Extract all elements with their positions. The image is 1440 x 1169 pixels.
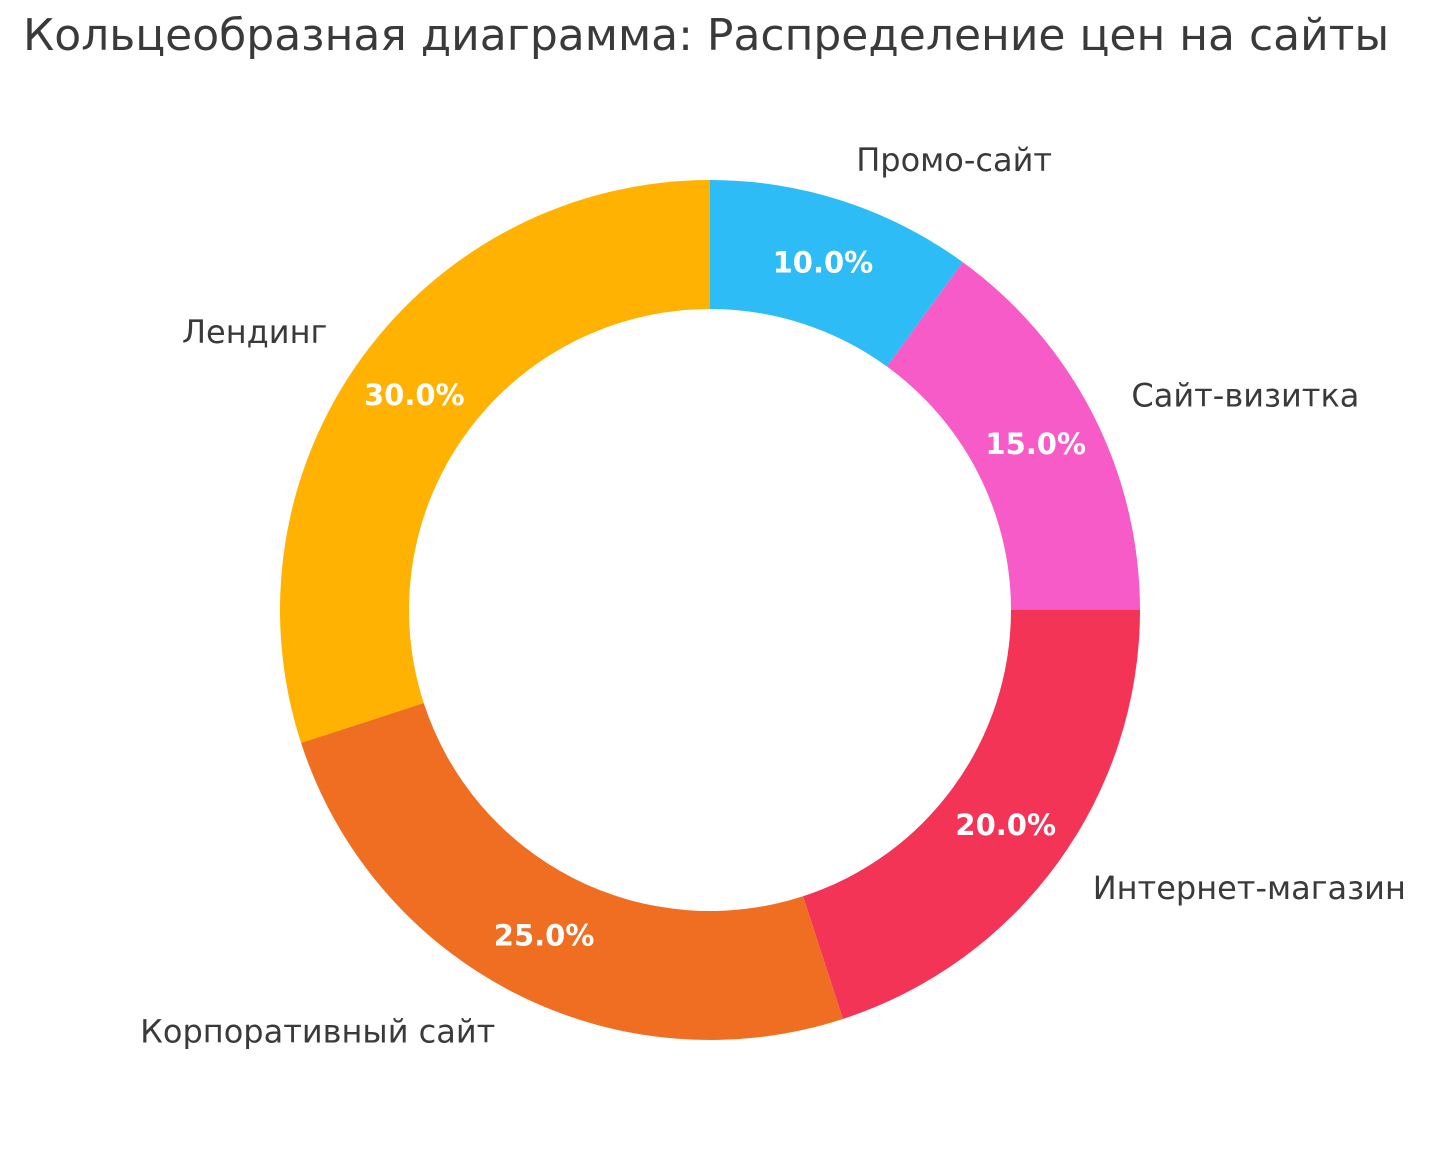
donut-slice-2 [886, 262, 1140, 610]
percent-label-5: 30.0% [364, 378, 465, 412]
donut-slice-4 [301, 703, 843, 1040]
donut-slice-3 [803, 610, 1140, 1019]
category-label-2: Сайт-визитка [1131, 376, 1359, 414]
percent-label-3: 20.0% [955, 808, 1056, 842]
category-label-3: Интернет-магазин [1093, 869, 1406, 907]
percent-label-2: 15.0% [985, 427, 1086, 461]
category-label-4: Корпоративный сайт [140, 1012, 495, 1050]
category-label-5: Лендинг [182, 313, 327, 351]
chart-title: Кольцеобразная диаграмма: Распределение … [23, 10, 1390, 61]
percent-label-4: 25.0% [494, 919, 595, 953]
percent-label-1: 10.0% [773, 245, 874, 279]
category-label-1: Промо-сайт [856, 141, 1052, 179]
donut-slice-5 [280, 180, 710, 743]
donut-slice-1 [710, 180, 963, 367]
